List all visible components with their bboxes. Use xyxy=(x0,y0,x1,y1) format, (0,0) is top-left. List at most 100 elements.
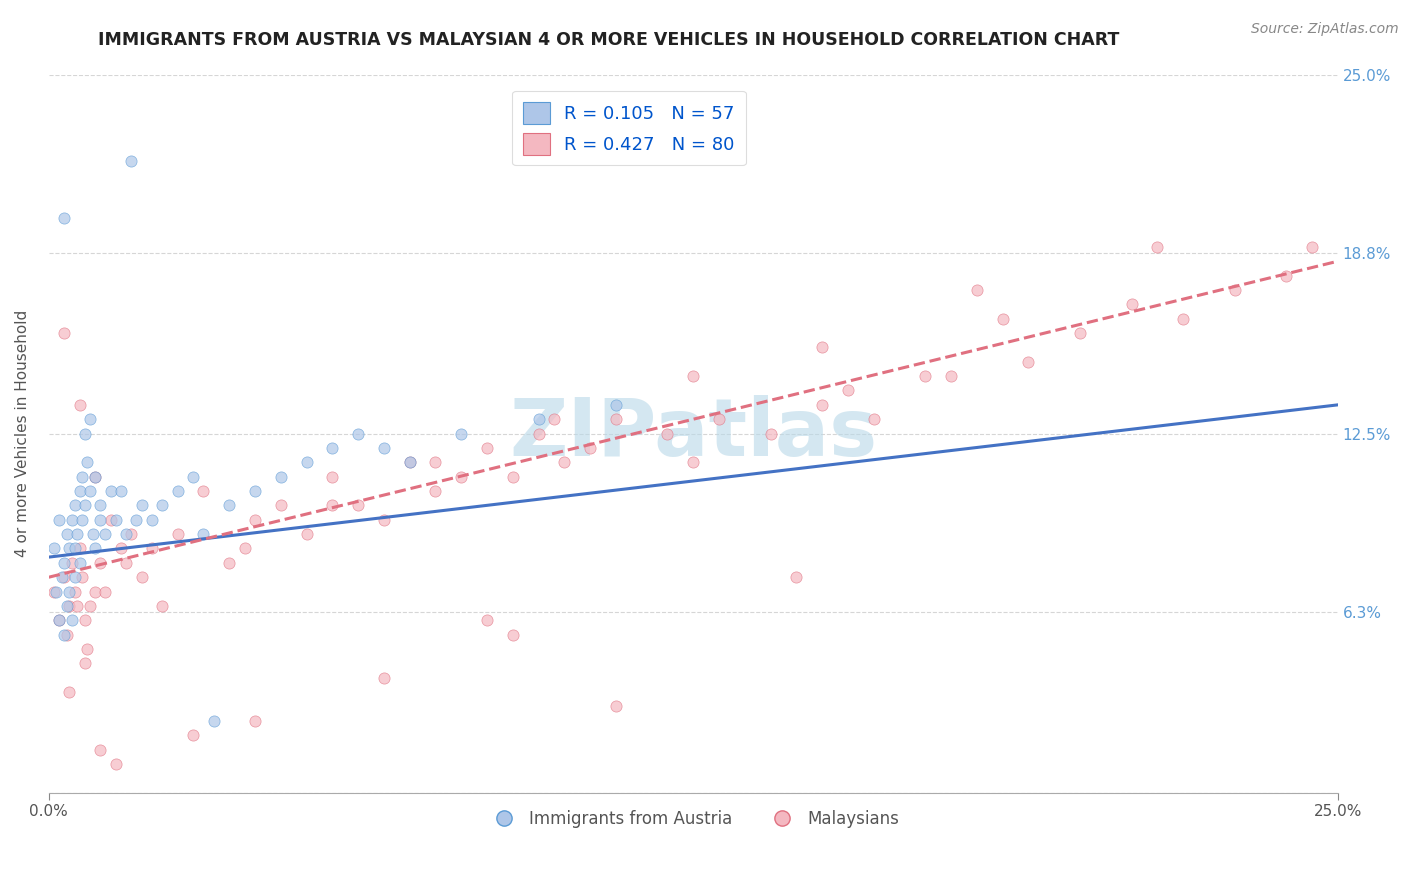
Point xyxy=(543,412,565,426)
Point xyxy=(42,541,65,556)
Point xyxy=(120,153,142,168)
Point xyxy=(605,699,627,714)
Point xyxy=(605,398,627,412)
Point xyxy=(73,426,96,441)
Point xyxy=(89,513,111,527)
Point xyxy=(243,513,266,527)
Point xyxy=(475,441,498,455)
Point xyxy=(373,671,395,685)
Point xyxy=(270,469,292,483)
Point xyxy=(682,455,704,469)
Point xyxy=(76,455,98,469)
Point xyxy=(56,628,79,642)
Point xyxy=(131,499,153,513)
Point xyxy=(811,398,834,412)
Point xyxy=(837,384,859,398)
Point xyxy=(1069,326,1091,340)
Point xyxy=(270,499,292,513)
Point xyxy=(553,455,575,469)
Point xyxy=(60,513,83,527)
Point xyxy=(94,527,117,541)
Point xyxy=(425,483,447,498)
Point xyxy=(94,584,117,599)
Point xyxy=(79,483,101,498)
Point xyxy=(1301,240,1323,254)
Point xyxy=(84,541,107,556)
Point xyxy=(707,412,730,426)
Point xyxy=(58,599,80,613)
Point xyxy=(181,728,204,742)
Point xyxy=(759,426,782,441)
Point xyxy=(48,613,70,627)
Point xyxy=(181,469,204,483)
Point xyxy=(502,469,524,483)
Point xyxy=(527,412,550,426)
Point xyxy=(82,527,104,541)
Point xyxy=(56,527,79,541)
Point xyxy=(76,642,98,657)
Legend: Immigrants from Austria, Malaysians: Immigrants from Austria, Malaysians xyxy=(481,804,905,835)
Point xyxy=(243,483,266,498)
Point xyxy=(527,426,550,441)
Point xyxy=(347,499,370,513)
Point xyxy=(1146,240,1168,254)
Point xyxy=(243,714,266,728)
Point xyxy=(939,369,962,384)
Point xyxy=(218,556,240,570)
Point xyxy=(991,311,1014,326)
Point xyxy=(811,340,834,354)
Point xyxy=(53,628,76,642)
Point xyxy=(53,211,76,226)
Point xyxy=(1171,311,1194,326)
Point xyxy=(295,455,318,469)
Point xyxy=(115,556,138,570)
Point xyxy=(51,570,73,584)
Point xyxy=(141,513,163,527)
Point xyxy=(72,469,94,483)
Point xyxy=(150,599,173,613)
Text: IMMIGRANTS FROM AUSTRIA VS MALAYSIAN 4 OR MORE VEHICLES IN HOUSEHOLD CORRELATION: IMMIGRANTS FROM AUSTRIA VS MALAYSIAN 4 O… xyxy=(98,31,1119,49)
Point xyxy=(862,412,884,426)
Point xyxy=(120,527,142,541)
Point xyxy=(502,628,524,642)
Point xyxy=(100,483,122,498)
Point xyxy=(100,513,122,527)
Point xyxy=(450,469,472,483)
Point xyxy=(425,455,447,469)
Point xyxy=(321,441,343,455)
Point xyxy=(69,483,91,498)
Point xyxy=(84,469,107,483)
Point xyxy=(914,369,936,384)
Point xyxy=(193,527,215,541)
Point xyxy=(166,527,188,541)
Point xyxy=(1121,297,1143,311)
Point xyxy=(104,756,127,771)
Point xyxy=(233,541,256,556)
Point xyxy=(785,570,807,584)
Text: Source: ZipAtlas.com: Source: ZipAtlas.com xyxy=(1251,22,1399,37)
Point xyxy=(79,599,101,613)
Point xyxy=(63,541,86,556)
Point xyxy=(72,570,94,584)
Point xyxy=(89,499,111,513)
Point xyxy=(682,369,704,384)
Point xyxy=(115,527,138,541)
Point xyxy=(58,685,80,699)
Point xyxy=(60,613,83,627)
Point xyxy=(63,499,86,513)
Text: ZIPatlas: ZIPatlas xyxy=(509,394,877,473)
Point xyxy=(45,584,67,599)
Point xyxy=(1275,268,1298,283)
Y-axis label: 4 or more Vehicles in Household: 4 or more Vehicles in Household xyxy=(15,310,30,558)
Point xyxy=(56,599,79,613)
Point xyxy=(79,412,101,426)
Point xyxy=(48,613,70,627)
Point xyxy=(450,426,472,441)
Point xyxy=(1017,355,1039,369)
Point xyxy=(321,499,343,513)
Point xyxy=(321,469,343,483)
Point xyxy=(58,584,80,599)
Point xyxy=(89,742,111,756)
Point xyxy=(475,613,498,627)
Point xyxy=(347,426,370,441)
